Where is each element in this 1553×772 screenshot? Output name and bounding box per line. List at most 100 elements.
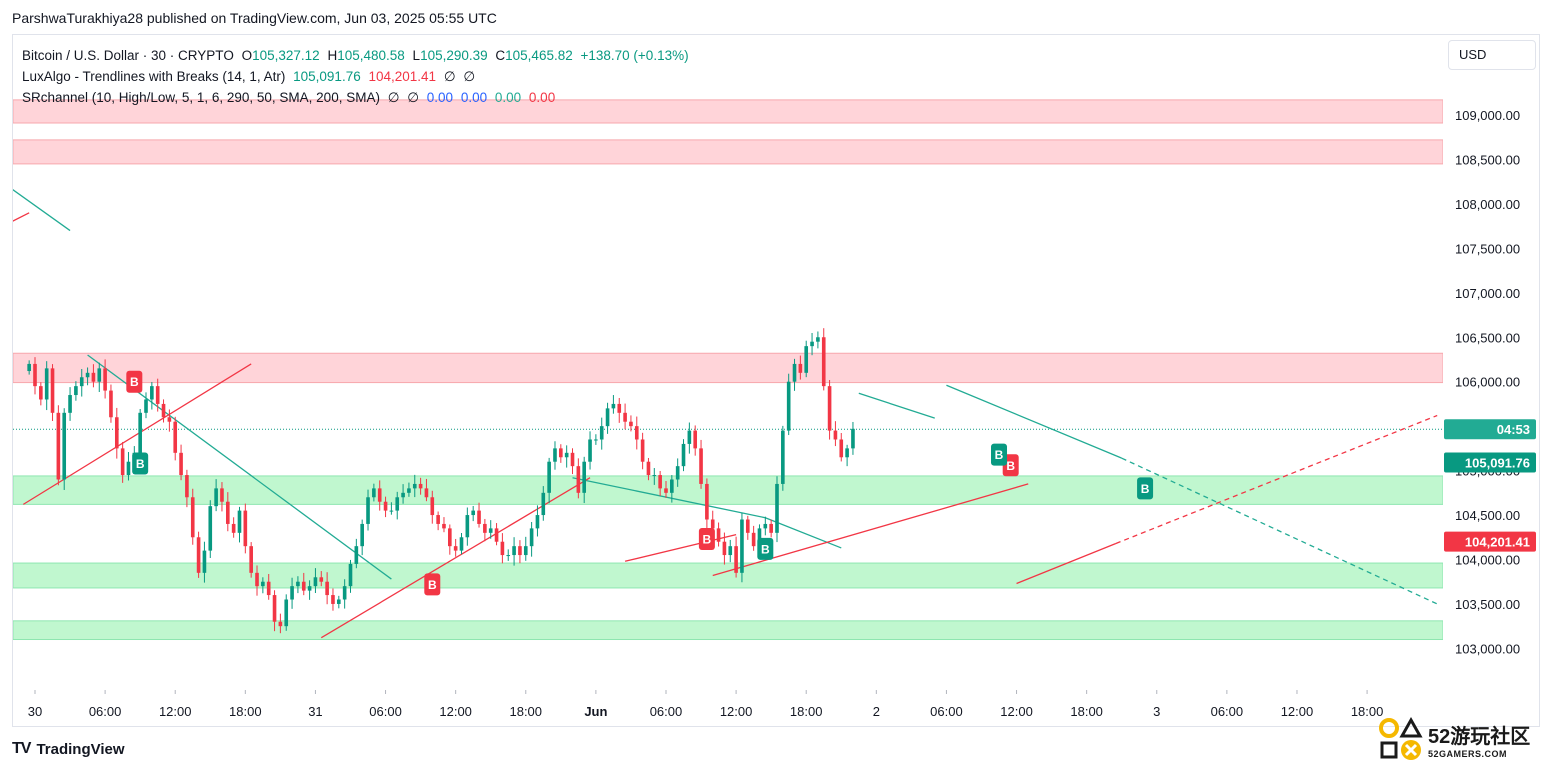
candle [231, 517, 236, 538]
currency-selector[interactable]: USD [1448, 40, 1536, 70]
break-badge-green-3: B [1137, 477, 1154, 500]
candle-body [833, 430, 838, 440]
x-tick-label: 18:00 [790, 704, 823, 719]
legend-indicator-luxalgo[interactable]: LuxAlgo - Trendlines with Breaks (14, 1,… [22, 66, 693, 87]
candle [705, 478, 709, 530]
high-value: H105,480.58 [327, 48, 405, 63]
countdown-tag-text: 04:53 [1497, 422, 1530, 437]
trendline-red-4 [1016, 542, 1117, 585]
candle [389, 502, 394, 515]
indicator2-name: SRchannel (10, High/Low, 5, 1, 6, 290, 5… [22, 90, 380, 105]
candle-body [664, 488, 668, 493]
trendline-red-0 [22, 363, 252, 505]
candle-body [79, 377, 84, 387]
candle [553, 441, 557, 470]
candle-body [810, 341, 814, 347]
break-badge-green-2: B [991, 443, 1008, 466]
candle [488, 520, 493, 539]
legend-symbol-row[interactable]: Bitcoin / U.S. Dollar · 30 · CRYPTO O105… [22, 45, 693, 66]
short-trendline-1 [13, 212, 30, 222]
candle [792, 358, 797, 391]
candle [342, 579, 347, 609]
candle [442, 517, 446, 533]
candle [190, 488, 195, 545]
candle-body [845, 448, 849, 458]
candle [290, 577, 294, 609]
candle [833, 421, 838, 447]
candle-body [512, 546, 516, 556]
candle [50, 364, 55, 421]
candle [91, 364, 96, 388]
x-tick-label: 12:00 [720, 704, 753, 719]
candle-body [769, 523, 773, 533]
x-tick-label: 06:00 [1211, 704, 1244, 719]
candle [483, 518, 487, 542]
legend-indicator-srchannel[interactable]: SRchannel (10, High/Low, 5, 1, 6, 290, 5… [22, 87, 693, 108]
candle-body [389, 510, 394, 512]
candle [56, 405, 61, 486]
candle-body [103, 368, 107, 391]
candle [319, 571, 324, 587]
candle-body [249, 546, 253, 573]
candle-body [594, 439, 598, 441]
candle-body [97, 368, 102, 382]
x-tick-label: 3 [1153, 704, 1160, 719]
candle [325, 572, 329, 605]
indicator-upper-price-tag-bg [1444, 452, 1536, 473]
candle-body [798, 363, 803, 373]
candle-body [44, 368, 49, 400]
candle [109, 384, 113, 423]
chart-legend: Bitcoin / U.S. Dollar · 30 · CRYPTO O105… [22, 45, 693, 108]
candle [307, 580, 312, 600]
candle [798, 355, 803, 380]
candle [751, 525, 756, 551]
y-tick-label: 109,000.00 [1455, 108, 1520, 123]
candle-body [506, 555, 511, 557]
indicator2-value-2: 0.00 [460, 90, 488, 105]
candle [336, 595, 341, 609]
candle-body [372, 488, 376, 498]
tradingview-logo[interactable]: TV TradingView [12, 740, 125, 758]
candle-body [418, 483, 423, 489]
candle-body [68, 395, 72, 413]
candle [261, 577, 265, 594]
candle [395, 491, 400, 520]
candle-body [494, 528, 499, 542]
trendline-red-projection [1115, 414, 1438, 545]
candle [331, 588, 335, 611]
candle [693, 425, 698, 456]
indicator1-value-upper: 105,091.76 [293, 69, 361, 84]
resistance-zone-1 [13, 139, 1443, 165]
candle [255, 565, 259, 596]
indicator-upper-price-tag-text: 105,091.76 [1465, 455, 1530, 470]
candle [594, 434, 598, 445]
candle [372, 483, 376, 502]
candle [506, 549, 511, 561]
y-tick-label: 107,000.00 [1455, 286, 1520, 301]
watermark-logo-icon [1379, 716, 1423, 760]
candle [225, 492, 230, 532]
indicator-lower-price-tag-bg [1444, 531, 1536, 552]
y-tick-label: 104,500.00 [1455, 508, 1520, 523]
break-badge-green-1-bg [757, 537, 774, 560]
candle-body [179, 452, 183, 476]
x-tick-label: 2 [873, 704, 880, 719]
candle-body [185, 475, 189, 498]
trendline-green-3 [858, 392, 935, 419]
candle [582, 456, 587, 504]
candle-body [781, 430, 785, 484]
indicator2-value-3: 0.00 [494, 90, 522, 105]
candle-body [576, 466, 581, 493]
indicator1-name: LuxAlgo - Trendlines with Breaks (14, 1,… [22, 69, 286, 84]
candle [477, 502, 481, 528]
candle-body [646, 461, 651, 476]
indicator-upper-price-tag: 105,091.76 [1444, 452, 1536, 473]
candle-body [786, 381, 791, 431]
candle-body [804, 346, 809, 373]
candle [629, 415, 633, 432]
symbol-title: Bitcoin / U.S. Dollar · 30 · CRYPTO [22, 48, 234, 63]
x-tick-label: 06:00 [89, 704, 122, 719]
candle-body [693, 430, 698, 449]
candle [33, 357, 37, 395]
